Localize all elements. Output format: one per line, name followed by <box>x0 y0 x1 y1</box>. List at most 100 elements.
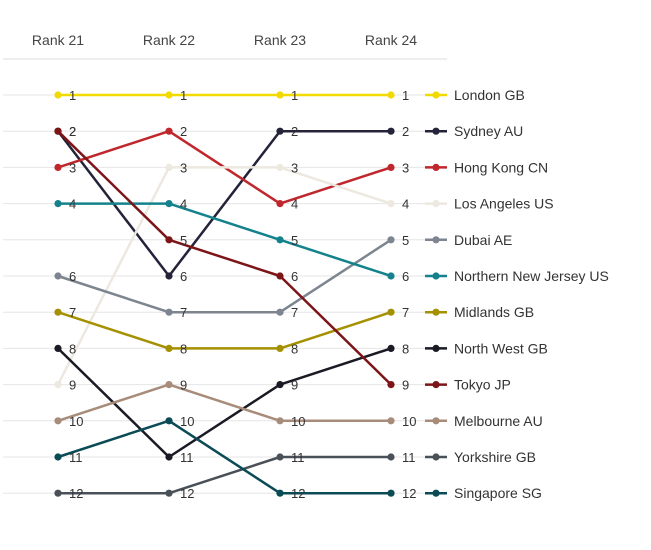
rank-label: 12 <box>402 486 416 501</box>
data-point <box>387 453 395 461</box>
rank-label: 12 <box>291 486 305 501</box>
rank-label: 5 <box>180 233 187 248</box>
series-line <box>58 455 391 495</box>
rank-label: 10 <box>180 414 194 429</box>
legend-swatch-dot <box>432 489 440 497</box>
data-point <box>54 91 62 99</box>
rank-label: 7 <box>69 305 76 320</box>
data-point <box>165 163 173 171</box>
legend-swatch-dot <box>432 200 440 208</box>
legend-label: Sydney AU <box>454 123 523 139</box>
legend-label: Melbourne AU <box>454 413 543 429</box>
rank-label: 6 <box>180 269 187 284</box>
data-point <box>165 236 173 244</box>
series-line <box>58 202 392 278</box>
rank-label: 2 <box>180 124 187 139</box>
legend-label: Singapore SG <box>454 485 542 501</box>
legend-swatch-dot <box>432 163 440 171</box>
rank-label: 4 <box>69 197 76 212</box>
legend-swatch-dot <box>432 344 440 352</box>
rank-label: 1 <box>291 88 298 103</box>
data-point <box>165 308 173 316</box>
data-point <box>54 417 62 425</box>
data-point <box>387 489 395 497</box>
data-point <box>276 127 284 135</box>
data-point <box>276 91 284 99</box>
rank-label: 8 <box>402 341 409 356</box>
rank-label: 10 <box>69 414 83 429</box>
column-header: Rank 24 <box>365 32 417 48</box>
data-point <box>276 344 284 352</box>
data-point <box>165 381 173 389</box>
legend-label: Yorkshire GB <box>454 449 536 465</box>
rank-label: 7 <box>402 305 409 320</box>
series-line <box>57 130 392 386</box>
data-point <box>387 381 395 389</box>
rank-label: 2 <box>69 124 76 139</box>
data-point <box>387 200 395 208</box>
rank-label: 11 <box>69 450 83 465</box>
rank-label: 6 <box>291 269 298 284</box>
rank-label: 6 <box>69 269 76 284</box>
data-point <box>165 272 173 280</box>
rank-label: 9 <box>180 378 187 393</box>
rank-label: 4 <box>291 197 298 212</box>
data-point <box>387 236 395 244</box>
legend-label: Northern New Jersey US <box>454 268 609 284</box>
legend-swatch-dot <box>432 236 440 244</box>
legend-label: Tokyo JP <box>454 377 511 393</box>
legend-label: Hong Kong CN <box>454 159 548 175</box>
series-line <box>57 419 391 495</box>
rank-label: 2 <box>402 124 409 139</box>
rank-label: 9 <box>402 378 409 393</box>
rank-label: 12 <box>180 486 194 501</box>
data-point <box>54 381 62 389</box>
data-point <box>387 91 395 99</box>
column-header: Rank 21 <box>32 32 84 48</box>
legend-swatch-dot <box>432 127 440 135</box>
data-point <box>387 344 395 352</box>
rank-label: 2 <box>69 124 76 139</box>
rank-label: 3 <box>69 160 76 175</box>
rank-label: 1 <box>69 88 76 103</box>
rank-label: 9 <box>291 378 298 393</box>
data-point <box>276 453 284 461</box>
legend-label: London GB <box>454 87 525 103</box>
legend-swatch-dot <box>432 91 440 99</box>
rank-label: 5 <box>402 233 409 248</box>
rank-label: 8 <box>180 341 187 356</box>
rank-label: 11 <box>180 450 194 465</box>
series-line <box>57 383 391 423</box>
series-line <box>57 311 392 350</box>
legend-label: North West GB <box>454 340 548 356</box>
rank-label: 10 <box>291 414 305 429</box>
data-point <box>54 308 62 316</box>
data-point <box>276 200 284 208</box>
legend-swatch-dot <box>432 417 440 425</box>
data-point <box>165 127 173 135</box>
data-point <box>276 272 284 280</box>
rank-label: 7 <box>180 305 187 320</box>
data-point <box>54 200 62 208</box>
column-header: Rank 22 <box>143 32 195 48</box>
legend-swatch-dot <box>432 453 440 461</box>
data-point <box>54 453 62 461</box>
data-point <box>54 489 62 497</box>
data-point <box>387 272 395 280</box>
data-point <box>165 489 173 497</box>
rank-label: 11 <box>291 450 305 465</box>
rank-label: 4 <box>402 197 409 212</box>
series-line <box>57 238 392 314</box>
data-point <box>387 308 395 316</box>
data-point <box>276 417 284 425</box>
data-point <box>276 308 284 316</box>
legend-label: Midlands GB <box>454 304 534 320</box>
data-point <box>54 127 62 135</box>
rank-label: 3 <box>291 160 298 175</box>
series-line <box>56 166 392 386</box>
data-point <box>387 163 395 171</box>
rank-label: 8 <box>69 341 76 356</box>
legend-label: Los Angeles US <box>454 196 554 212</box>
